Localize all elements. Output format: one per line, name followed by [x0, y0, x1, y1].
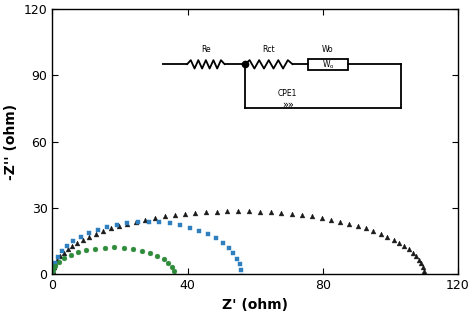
X-axis label: Z' (ohm): Z' (ohm) [222, 298, 288, 312]
Y-axis label: -Z'' (ohm): -Z'' (ohm) [4, 104, 18, 180]
